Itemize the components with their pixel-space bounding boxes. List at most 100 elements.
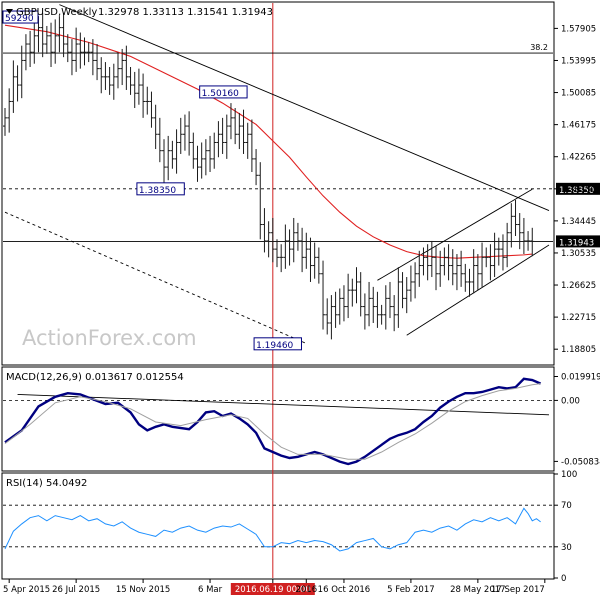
price-level-label: 1.19460 <box>256 341 293 351</box>
candle <box>65 34 70 63</box>
candle <box>28 30 33 67</box>
candle <box>53 19 58 64</box>
candle <box>141 73 146 118</box>
candle <box>136 68 141 105</box>
candle <box>446 244 451 281</box>
candle <box>191 132 196 169</box>
candle <box>509 203 514 248</box>
candle <box>362 293 367 330</box>
candle <box>383 285 388 330</box>
candle <box>279 244 284 273</box>
candle <box>162 139 167 184</box>
candle <box>467 268 472 297</box>
candle <box>212 132 217 169</box>
candle <box>254 149 259 186</box>
candle <box>3 108 7 136</box>
candle <box>23 34 28 71</box>
macd-signal-line <box>4 383 541 460</box>
candle <box>517 213 522 250</box>
chart-header: GBPUSD,Weekly 1.32978 1.33113 1.31541 1.… <box>6 7 273 18</box>
axis-price-box <box>556 182 600 195</box>
macd-trendline <box>17 393 550 416</box>
price-ytick-label: 1.53995 <box>561 56 596 66</box>
candle <box>454 254 459 291</box>
candle <box>166 135 171 181</box>
symbol-label: GBPUSD,Weekly <box>16 7 97 18</box>
rsi-line <box>4 507 541 552</box>
fib-level-label: 38.2 <box>530 43 548 52</box>
moving-average-line <box>4 24 533 259</box>
price-ytick-label: 1.50085 <box>561 89 596 99</box>
xtick-label: 2016 <box>295 585 317 595</box>
macd-title: MACD(12,26,9) 0.013617 0.012554 <box>6 372 184 383</box>
price-panel-frame <box>1 1 555 366</box>
candle <box>95 44 100 81</box>
xtick-label: 5 Apr 2015 <box>3 585 50 595</box>
candle <box>387 281 392 319</box>
candle <box>471 249 476 294</box>
candle <box>90 39 95 76</box>
rsi-ytick-label: 100 <box>561 470 577 480</box>
candle <box>220 117 225 154</box>
macd-ytick-label: 0.019919 <box>561 372 600 382</box>
xtick-label: 16 Oct 2016 <box>318 585 371 595</box>
candle <box>145 86 150 115</box>
candle <box>49 22 54 67</box>
candle <box>438 250 443 287</box>
candle <box>367 281 372 327</box>
price-ytick-label: 1.42265 <box>561 153 596 163</box>
cursor-date-label: 2016.06.19 00:00 <box>235 585 311 595</box>
candle <box>132 71 137 109</box>
candle <box>480 242 485 287</box>
candle <box>82 37 87 66</box>
cursor-date-box <box>230 583 315 595</box>
price-level-box <box>2 10 39 24</box>
candle <box>262 208 267 253</box>
ohlc-label: 1.32978 1.33113 1.31541 1.31943 <box>98 7 273 18</box>
rsi-panel-frame <box>1 472 555 580</box>
candle <box>312 242 317 279</box>
xtick-label: 28 May 2017 <box>450 585 505 595</box>
candle <box>74 27 79 72</box>
candle <box>308 237 313 282</box>
xtick-label: 15 Nov 2015 <box>116 585 170 595</box>
price-level-label: 1.50160 <box>202 89 239 99</box>
xtick-label: 6 Mar <box>198 585 223 595</box>
candle <box>521 217 526 255</box>
candle <box>475 254 480 291</box>
candle <box>69 39 74 76</box>
candle <box>86 42 91 63</box>
candle <box>341 285 346 322</box>
collapse-triangle-icon[interactable] <box>6 9 13 14</box>
candle <box>400 272 405 309</box>
price-ytick-label: 1.26625 <box>561 281 596 291</box>
candle <box>371 286 376 323</box>
macd-ytick-label: 0.00 <box>561 396 580 406</box>
price-ytick-label: 1.34445 <box>561 217 596 227</box>
xtick-label: 26 Jul 2015 <box>52 585 100 595</box>
candle <box>258 162 263 240</box>
candle <box>346 273 351 319</box>
candle <box>124 45 129 90</box>
macd-layer <box>3 377 553 466</box>
candle <box>157 117 162 163</box>
candle <box>463 263 468 292</box>
candle <box>325 298 330 335</box>
candle <box>333 291 338 328</box>
candle <box>107 66 112 95</box>
candle <box>57 16 62 53</box>
price-trendline-1 <box>4 211 307 344</box>
axis-price-label: 1.31943 <box>559 238 594 248</box>
candle <box>492 232 497 278</box>
candle <box>233 108 238 145</box>
candle <box>61 12 66 58</box>
price-ytick-label: 1.22715 <box>561 313 596 323</box>
candle <box>488 244 493 281</box>
candle <box>78 32 83 69</box>
candle <box>442 247 447 276</box>
candle <box>216 121 221 158</box>
candle <box>450 249 455 286</box>
candle <box>283 224 288 269</box>
candle <box>170 140 175 169</box>
candle <box>459 250 464 287</box>
